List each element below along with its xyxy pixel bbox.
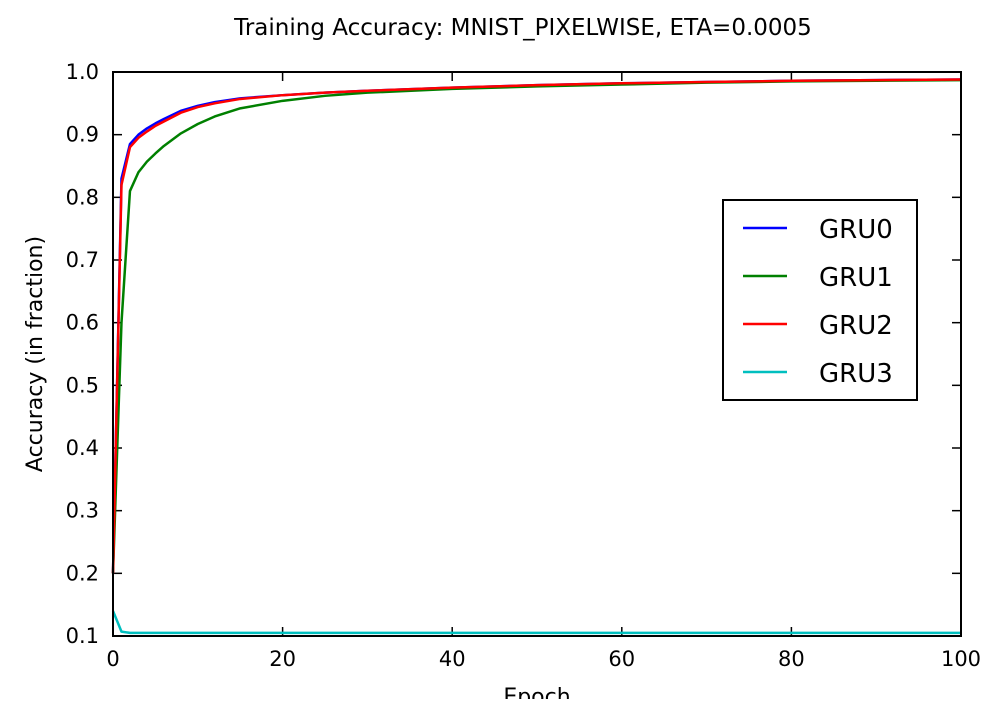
y-tick-label-5: 0.6 xyxy=(66,311,99,335)
legend-box xyxy=(722,199,918,401)
plot-frame xyxy=(112,71,962,637)
y-tick-label-9: 1.0 xyxy=(66,60,99,84)
legend: GRU0 GRU1 GRU2 GRU3 xyxy=(722,199,918,401)
y-tick-label-2: 0.3 xyxy=(66,499,99,523)
x-tick-label-4: 80 xyxy=(778,647,805,671)
y-axis-label: Accuracy (in fraction) xyxy=(23,236,48,472)
chart-title: Training Accuracy: MNIST_PIXELWISE, ETA=… xyxy=(233,15,812,41)
series-line-gru3 xyxy=(111,610,961,635)
legend-label-gru1: GRU1 xyxy=(819,263,893,293)
y-tick-label-7: 0.8 xyxy=(66,185,99,209)
x-tick-label-1: 20 xyxy=(269,647,296,671)
x-axis-label: Epoch xyxy=(503,685,570,699)
x-tick-label-0: 0 xyxy=(106,647,119,671)
y-tick-label-6: 0.7 xyxy=(66,248,99,272)
y-tick-label-3: 0.4 xyxy=(66,436,99,460)
y-tick-label-4: 0.5 xyxy=(66,373,99,397)
legend-label-gru0: GRU0 xyxy=(819,215,893,245)
series-line-gru2 xyxy=(111,78,962,574)
y-tick-label-0: 0.1 xyxy=(66,624,99,648)
x-tick-label-3: 60 xyxy=(608,647,635,671)
y-tick-label-1: 0.2 xyxy=(66,561,99,585)
x-tick-label-5: 100 xyxy=(941,647,981,671)
axis-ticks: 0 20 40 60 80 100 0.1 0.2 0.3 0.4 0.5 0.6 0.7 0.8 0.9 1… xyxy=(66,60,981,671)
plot-lines xyxy=(111,78,962,635)
legend-label-gru2: GRU2 xyxy=(819,311,893,341)
legend-label-gru3: GRU3 xyxy=(819,359,893,389)
x-tick-label-2: 40 xyxy=(439,647,466,671)
y-tick-label-8: 0.9 xyxy=(66,123,99,147)
